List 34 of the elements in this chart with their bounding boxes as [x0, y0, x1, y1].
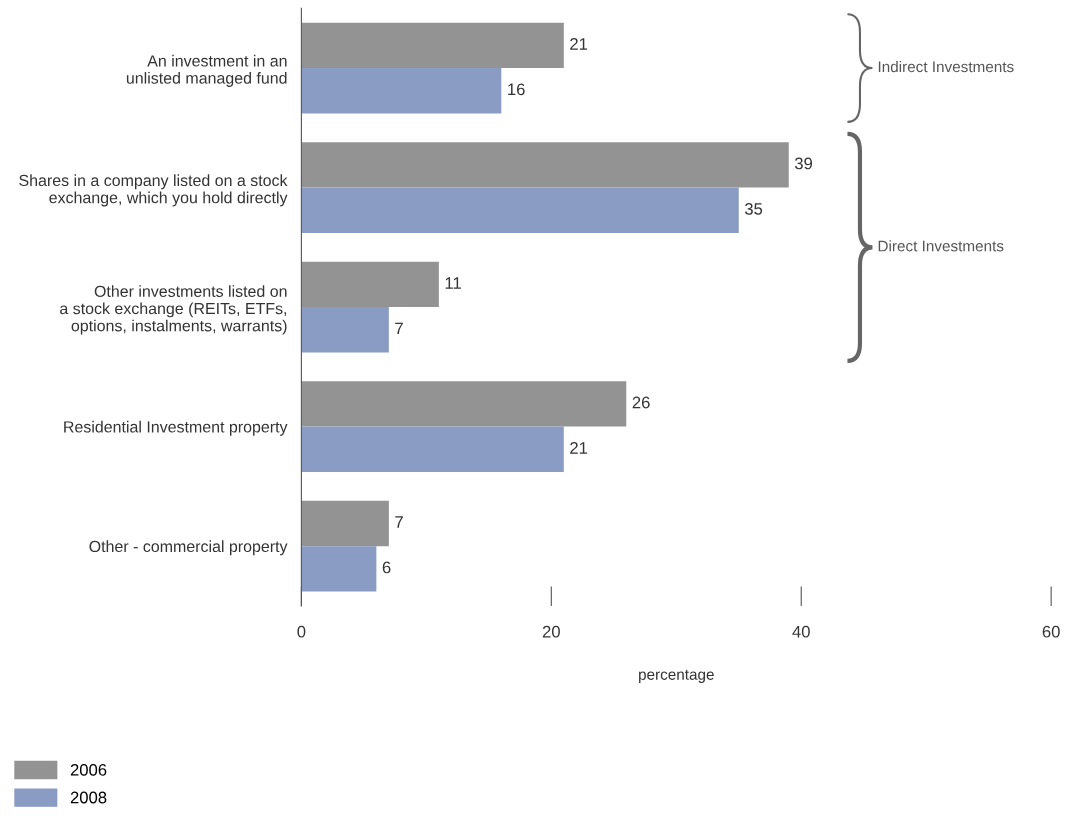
y-tick-label: Other - commercial property [89, 540, 288, 556]
data-label: 16 [508, 83, 525, 96]
bar [301, 500, 389, 547]
y-tick-label: Other investments listed on a stock exchange (REITs, ETFs, options, instalments, warrants) [60, 285, 287, 335]
bar [301, 307, 389, 353]
legend-label: 2008 [70, 791, 107, 804]
bar [301, 142, 789, 188]
y-tick-label: An investment in an unlisted managed fund [126, 54, 287, 87]
data-label: 39 [794, 157, 813, 170]
legend-label: 2006 [70, 763, 107, 776]
bar [301, 426, 564, 473]
bar [301, 261, 439, 308]
annotation: Direct Investments [878, 240, 1004, 252]
data-label: 7 [395, 322, 403, 335]
data-label: 6 [382, 561, 391, 574]
annotation: Indirect Investments [878, 60, 1014, 73]
x-axis-title: percentage [639, 669, 714, 683]
data-label: 35 [744, 202, 763, 215]
bar [301, 546, 377, 592]
x-tick-label: 20 [542, 625, 560, 638]
y-tick-label: Shares in a company listed on a stock exchange, which you hold directly [19, 174, 288, 207]
data-label: 21 [570, 38, 588, 50]
data-label: 21 [570, 442, 588, 454]
data-label: 26 [632, 396, 650, 409]
data-label: 7 [395, 516, 403, 528]
bar [301, 68, 502, 114]
bar [301, 187, 739, 233]
y-tick-label: Residential Investment property [64, 420, 288, 436]
x-tick-label: 0 [297, 625, 306, 638]
x-tick-label: 60 [1042, 625, 1060, 638]
data-label: 11 [445, 277, 461, 289]
bar [301, 22, 564, 69]
bar [301, 381, 627, 427]
x-tick-label: 40 [792, 625, 810, 638]
